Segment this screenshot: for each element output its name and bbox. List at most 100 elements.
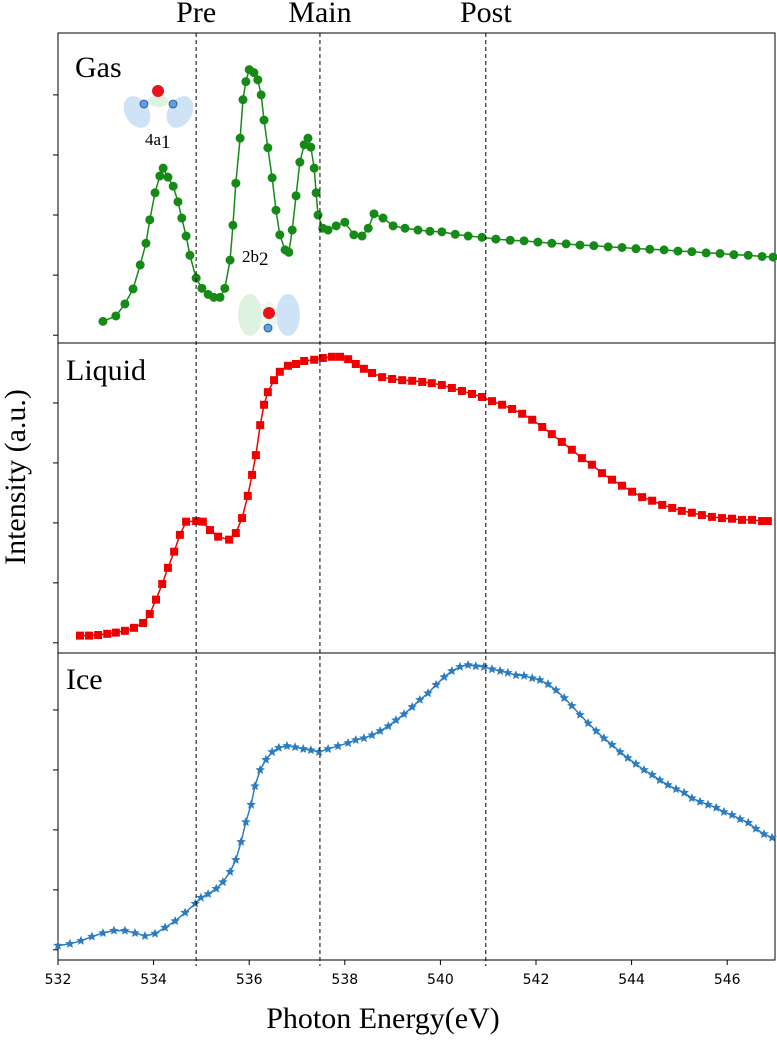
data-point	[748, 515, 757, 524]
data-point	[519, 236, 529, 246]
data-point	[687, 247, 697, 257]
data-point	[368, 368, 377, 377]
data-point	[263, 143, 273, 153]
reference-label: Post	[460, 0, 512, 29]
data-point	[391, 715, 401, 725]
data-point	[668, 503, 677, 512]
data-point	[120, 925, 130, 935]
data-point	[185, 250, 195, 260]
molecule-icon-4a1	[123, 85, 194, 128]
data-point	[311, 188, 321, 198]
data-point	[707, 512, 716, 521]
data-point	[495, 665, 505, 676]
x-axis-label: Photon Energy(eV)	[266, 1002, 500, 1035]
data-point	[76, 935, 86, 945]
data-point	[283, 361, 292, 370]
data-point	[343, 737, 353, 747]
reference-label: Main	[288, 0, 351, 29]
data-point	[135, 260, 145, 270]
annotation: 4a1	[145, 130, 171, 153]
data-point	[631, 244, 641, 254]
data-point	[479, 661, 489, 671]
data-point	[408, 376, 417, 385]
data-point	[214, 532, 223, 541]
data-point	[181, 231, 191, 241]
data-point	[197, 283, 207, 293]
data-point	[246, 799, 256, 809]
data-point	[559, 692, 569, 703]
data-point	[284, 247, 294, 257]
data-point	[575, 240, 585, 250]
data-point	[527, 673, 537, 683]
data-point	[98, 316, 108, 326]
data-point	[359, 364, 368, 373]
data-point	[638, 493, 647, 502]
data-point	[318, 353, 327, 362]
data-point	[583, 718, 593, 728]
data-point	[170, 547, 179, 556]
data-point	[437, 380, 446, 389]
data-point	[141, 238, 151, 248]
data-point	[250, 781, 260, 791]
data-point	[158, 163, 168, 173]
data-point	[631, 758, 641, 768]
data-point	[145, 215, 155, 225]
data-point	[717, 514, 726, 523]
data-point	[399, 709, 409, 719]
data-point	[255, 764, 265, 774]
data-point	[618, 481, 627, 490]
data-point	[323, 743, 333, 753]
data-point	[349, 230, 359, 240]
reference-label: Pre	[176, 0, 216, 29]
data-point	[400, 223, 410, 233]
data-point	[271, 205, 281, 215]
series	[98, 65, 777, 326]
data-point	[743, 817, 753, 827]
data-point	[168, 181, 178, 191]
data-point	[155, 171, 165, 181]
data-point	[357, 231, 367, 241]
data-point	[455, 661, 465, 671]
data-point	[158, 580, 167, 589]
data-point	[463, 659, 473, 670]
data-point	[170, 916, 180, 926]
data-point	[658, 500, 667, 509]
data-point	[587, 460, 596, 469]
data-point	[163, 563, 172, 572]
data-point	[415, 694, 425, 704]
data-point	[677, 506, 686, 515]
data-point	[340, 217, 350, 227]
data-point	[538, 422, 547, 431]
data-point	[425, 226, 435, 236]
data-point	[727, 809, 737, 819]
x-tick-label: 540	[427, 972, 454, 988]
data-point	[589, 241, 599, 251]
data-point	[418, 377, 427, 386]
data-point	[236, 836, 246, 846]
data-point	[533, 237, 543, 247]
data-point	[75, 631, 84, 640]
panel-label: Gas	[75, 51, 122, 84]
panel-label: Liquid	[66, 354, 146, 387]
data-point	[333, 740, 343, 750]
data-point	[758, 517, 767, 526]
data-point	[145, 610, 154, 619]
data-point	[225, 866, 235, 876]
data-point	[488, 397, 497, 406]
panel-frame	[57, 32, 776, 344]
data-point	[351, 734, 361, 744]
data-point	[275, 230, 285, 240]
data-point	[729, 250, 739, 260]
data-point	[98, 928, 108, 938]
data-point	[491, 234, 501, 244]
data-point	[477, 232, 487, 242]
data-point	[282, 740, 292, 750]
data-point	[437, 227, 447, 237]
data-point	[467, 389, 476, 398]
data-point	[248, 470, 257, 479]
data-point	[663, 779, 673, 789]
data-point	[140, 931, 150, 941]
annotation-subscript: 2	[259, 249, 269, 270]
data-point	[388, 374, 397, 383]
data-point	[687, 508, 696, 517]
